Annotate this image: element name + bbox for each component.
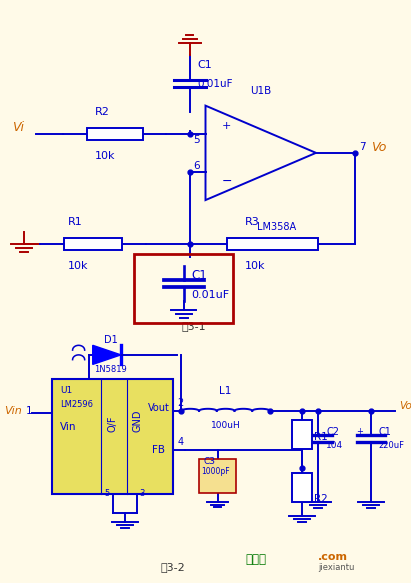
Text: O/F: O/F (108, 416, 118, 433)
Text: R2: R2 (95, 107, 110, 117)
Text: R1: R1 (314, 431, 328, 441)
Text: 图3-2: 图3-2 (161, 562, 186, 572)
Bar (64, 238, 122, 250)
Text: C3: C3 (203, 457, 215, 466)
Text: Vin: Vin (4, 406, 22, 416)
Polygon shape (93, 345, 121, 364)
Text: C1: C1 (198, 60, 212, 70)
Text: U1: U1 (60, 386, 73, 395)
Text: 220uF: 220uF (379, 441, 405, 450)
Text: 2: 2 (177, 398, 184, 408)
Text: LM358A: LM358A (257, 222, 296, 232)
Text: 6: 6 (194, 160, 200, 171)
Text: 4: 4 (177, 437, 183, 447)
Text: 5: 5 (194, 135, 200, 145)
Text: R3: R3 (245, 217, 260, 227)
Text: C2: C2 (326, 427, 339, 437)
Text: 100uH: 100uH (211, 420, 240, 430)
Text: 1000pF: 1000pF (201, 467, 230, 476)
Text: 5: 5 (105, 489, 110, 498)
Bar (134, 254, 233, 323)
Text: 3: 3 (139, 489, 144, 498)
Text: 10k: 10k (245, 261, 266, 271)
Text: Vi: Vi (12, 121, 24, 134)
Text: C1: C1 (379, 427, 392, 437)
Text: .com: .com (318, 553, 348, 563)
Text: R1: R1 (67, 217, 82, 227)
Text: jiexiantu: jiexiantu (318, 563, 355, 572)
Bar (199, 459, 236, 493)
Text: 1N5819: 1N5819 (95, 364, 127, 374)
Text: D1: D1 (104, 335, 118, 345)
Text: 1: 1 (26, 406, 33, 416)
Bar (53, 379, 173, 493)
Text: L1: L1 (219, 386, 232, 396)
Text: U1B: U1B (250, 86, 271, 96)
Bar (292, 420, 312, 449)
Text: Vout: Vout (148, 403, 170, 413)
Text: GND: GND (132, 410, 142, 433)
Text: 接线图: 接线图 (246, 553, 267, 566)
Text: 7: 7 (359, 142, 366, 152)
Text: −: − (221, 175, 232, 188)
Text: +: + (221, 121, 231, 131)
Text: 0.01uF: 0.01uF (198, 79, 233, 89)
Text: 图3-1: 图3-1 (181, 321, 206, 331)
Bar (87, 128, 143, 140)
Bar (292, 473, 312, 502)
Text: C1: C1 (192, 269, 208, 282)
Bar (227, 238, 318, 250)
Text: 10k: 10k (95, 151, 115, 161)
Text: 10k: 10k (67, 261, 88, 271)
Text: 104: 104 (326, 441, 344, 450)
Text: +: + (356, 427, 363, 436)
Text: FB: FB (152, 445, 165, 455)
Text: R2: R2 (314, 494, 328, 504)
Text: Vin: Vin (60, 423, 77, 433)
Text: 0.01uF: 0.01uF (192, 290, 230, 300)
Text: LM2596: LM2596 (60, 401, 93, 409)
Text: Vo: Vo (371, 141, 387, 154)
Text: Vout: Vout (399, 401, 411, 410)
